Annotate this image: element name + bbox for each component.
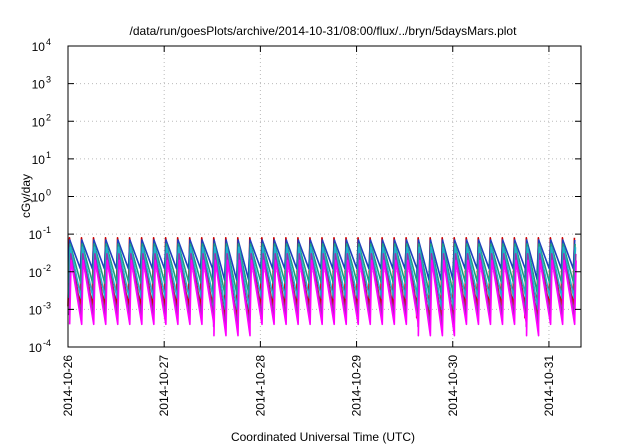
series-group [67,236,577,337]
y-tick-exponent: 4 [46,37,51,47]
y-tick-base: 10 [32,78,46,92]
y-tick-base: 10 [32,153,46,167]
x-tick-labels: 2014-10-26 2014-10-27 2014-10-28 2014-10-29… [61,355,556,417]
x-tick-label: 2014-10-31 [542,355,556,417]
y-tick-base: 10 [29,266,43,280]
y-tick-base: 10 [29,228,43,242]
y-tick-label: 10-2 [29,263,51,280]
y-axis-label: cGy/day [19,174,33,218]
series-line [67,239,576,281]
x-tick-label: 2014-10-27 [157,355,171,417]
y-tick-label: 10-4 [29,338,51,355]
ticks [67,45,581,348]
series-line [68,253,577,328]
x-tick-label: 2014-10-26 [61,355,75,417]
y-tick-label: 10-1 [29,225,51,242]
y-tick-exponent: -3 [43,300,51,310]
y-tick-base: 10 [29,341,43,355]
y-tick-base: 10 [29,303,43,317]
y-tick-exponent: 3 [46,75,51,85]
x-axis-label: Coordinated Universal Time (UTC) [231,430,415,444]
y-tick-label: 101 [32,150,51,167]
y-tick-exponent: -2 [43,263,51,273]
y-tick-exponent: -4 [43,338,51,348]
x-tick-label: 2014-10-29 [350,355,364,417]
y-tick-base: 10 [32,40,46,54]
series-line [68,246,577,311]
x-tick-label: 2014-10-28 [253,355,267,417]
grid [68,46,581,347]
y-tick-exponent: -1 [43,225,51,235]
y-tick-label: 100 [32,188,51,205]
x-tick-label: 2014-10-30 [446,355,460,417]
y-tick-exponent: 1 [46,150,51,160]
y-tick-exponent: 2 [46,112,51,122]
series-line [68,259,577,337]
chart-title: /data/run/goesPlots/archive/2014-10-31/0… [130,24,518,38]
y-tick-label: 103 [32,75,51,92]
y-tick-base: 10 [32,115,46,129]
y-tick-label: 104 [32,37,51,54]
y-tick-label: 102 [32,112,51,129]
y-tick-exponent: 0 [46,188,51,198]
y-tick-label: 10-3 [29,300,51,317]
y-tick-base: 10 [32,191,46,205]
